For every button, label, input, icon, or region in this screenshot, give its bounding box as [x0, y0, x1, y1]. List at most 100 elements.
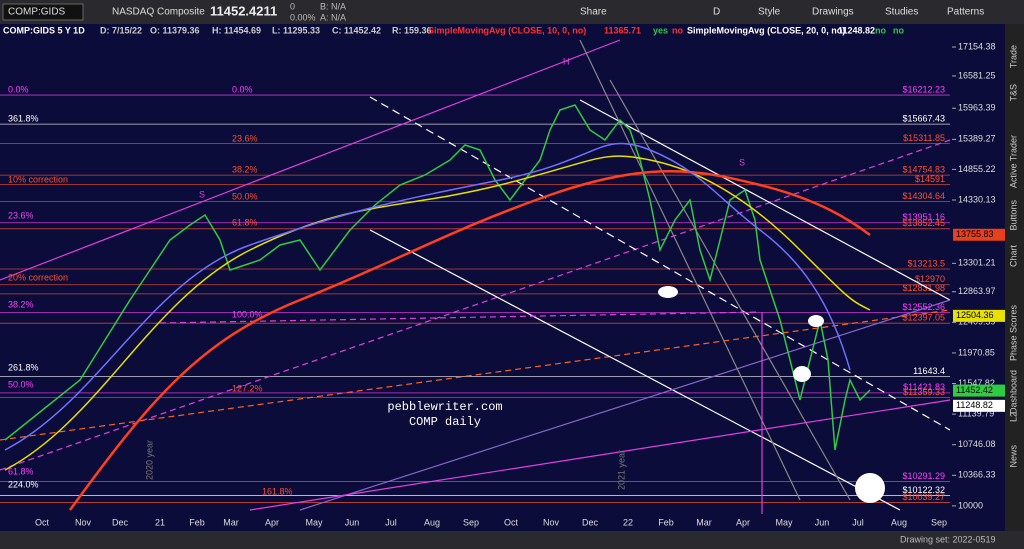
tick-label: 10366.33 [958, 470, 996, 480]
price-badge-label: 13755.83 [956, 229, 994, 239]
month-label: Feb [658, 517, 674, 527]
style-button[interactable]: Style [758, 7, 781, 18]
year-label: 2021 year [616, 450, 626, 490]
price-line [4, 104, 871, 451]
month-label: May [775, 517, 793, 527]
bid: B: N/A [320, 1, 346, 11]
month-label: 22 [623, 517, 633, 527]
price-badge-label: 11452.42 [956, 385, 993, 395]
sma20: SimpleMovingAvg (CLOSE, 20, 0, no) [687, 25, 845, 35]
tick-label: 16581.25 [958, 70, 996, 80]
month-label: Nov [75, 517, 92, 527]
patterns-button[interactable]: Patterns [947, 7, 984, 18]
price-axis-labels: 17154.38 16581.25 15963.39 15389.27 14855.22… [952, 41, 1005, 510]
header-open: O: 11379.36 [150, 25, 200, 35]
header-close: C: 11452.42 [332, 25, 381, 35]
level-label: $13852.45 [902, 218, 945, 228]
month-label: Dec [112, 517, 129, 527]
drawings-button[interactable]: Drawings [812, 7, 854, 18]
pattern-label: S [739, 157, 745, 167]
marker [658, 286, 678, 298]
header: COMP:GIDS 5 Y 1D D: 7/15/22 O: 11379.36 … [3, 25, 904, 35]
month-label: Aug [424, 517, 440, 527]
side-tab[interactable]: L2 [1008, 412, 1018, 422]
tick-label: 11547.82 [958, 378, 995, 388]
level-label: 11643.4 [913, 366, 945, 376]
level-pct-label: 361.8% [8, 113, 39, 123]
side-tab[interactable]: Active Trader [1008, 135, 1018, 188]
level-label: $16212.23 [902, 84, 945, 94]
time-axis [0, 514, 1005, 531]
level-pct-label: 0.0% [8, 84, 29, 94]
sma10: SimpleMovingAvg (CLOSE, 10, 0, no) [428, 25, 586, 35]
month-label: Aug [891, 517, 907, 527]
header-info: COMP:GIDS 5 Y 1D [3, 25, 85, 35]
level-label: $12970 [915, 274, 945, 284]
month-label: Nov [543, 517, 560, 527]
marker [793, 366, 811, 382]
sma20-flag: no [875, 25, 886, 35]
level-label: $11421.83 [903, 382, 945, 392]
sma10-value: 11365.71 [604, 25, 641, 35]
level-pct-label: 261.8% [8, 362, 39, 372]
month-label: Sep [463, 517, 479, 527]
level-pct-label: 224.0% [8, 479, 39, 489]
price-badge [953, 384, 1005, 397]
side-tabs [1005, 24, 1024, 531]
level-pct-label: 23.6% [8, 210, 34, 220]
level-label: $14591 [915, 174, 945, 184]
tick-label: 11139.79 [958, 408, 994, 418]
ask: A: N/A [320, 12, 346, 22]
marker [855, 473, 885, 503]
tick-label: 14330.13 [958, 194, 996, 204]
tick-label: 15963.39 [958, 103, 996, 113]
price-badge [953, 228, 1005, 241]
level-label: $14304.64 [902, 191, 945, 201]
left-labels: 0.0% 0.0% 361.8% 23.6% 38.2% 10% correction 50… [8, 84, 293, 496]
name: NASDAQ Composite [112, 7, 205, 18]
month-label: 21 [155, 517, 165, 527]
level-pct-label: 23.6% [232, 133, 258, 143]
month-label: Mar [223, 517, 239, 527]
trendlines [0, 39, 951, 515]
side-tab[interactable]: Chart [1008, 245, 1018, 268]
side-tabs: Trade T&S Active Trader Buttons Chart Phase S… [1008, 45, 1018, 468]
last: 11452.4211 [210, 3, 277, 18]
level-pct-label: 0.0% [232, 84, 253, 94]
time-axis-labels: Oct Nov Dec 21 Feb Mar Apr May Jun Jul Aug Sep Oct No… [35, 517, 947, 527]
level-label: $12552.36 [902, 302, 945, 312]
change-pct: 0.00% [290, 12, 316, 22]
level-pct-label: 61.8% [8, 466, 34, 476]
sma20-value: 11248.82 [838, 25, 875, 35]
price-badge-label: 11248.82 [956, 400, 993, 410]
drawing-set[interactable]: Drawing set: 2022-0519 [900, 534, 996, 544]
level-pct-label: 38.2% [232, 164, 258, 174]
sma-line [68, 170, 871, 511]
level-label: $12397.05 [902, 313, 945, 323]
studies-button[interactable]: Studies [885, 7, 918, 18]
period-button[interactable]: D [713, 7, 720, 18]
month-label: Apr [736, 517, 750, 527]
level-label: $15311.85 [903, 133, 945, 143]
side-tab[interactable]: News [1008, 445, 1018, 468]
pattern-labels: H S S [199, 56, 745, 199]
month-label: Jul [385, 517, 397, 527]
side-tab[interactable]: Dashboard [1008, 370, 1018, 414]
side-tab[interactable]: Trade [1008, 45, 1018, 68]
sma10-flag: no [672, 25, 683, 35]
year-label: 2020 year [144, 440, 154, 480]
symbol-box[interactable] [2, 3, 84, 21]
side-tab[interactable]: Buttons [1008, 200, 1018, 231]
price-badge-label: 12504.36 [956, 310, 994, 320]
symbol[interactable]: COMP:GIDS [8, 7, 66, 18]
share-button[interactable]: Share [580, 7, 607, 18]
tick-label: 15389.27 [958, 134, 996, 144]
level-label: $11359.33 [903, 387, 945, 397]
side-tab[interactable]: Phase Scores [1008, 305, 1018, 362]
tick-label: 12863.97 [958, 286, 996, 296]
month-label: Dec [582, 517, 599, 527]
side-tab[interactable]: T&S [1008, 84, 1018, 102]
tick-label: 10746.08 [958, 439, 996, 449]
level-pct-label: 50.0% [232, 191, 258, 201]
